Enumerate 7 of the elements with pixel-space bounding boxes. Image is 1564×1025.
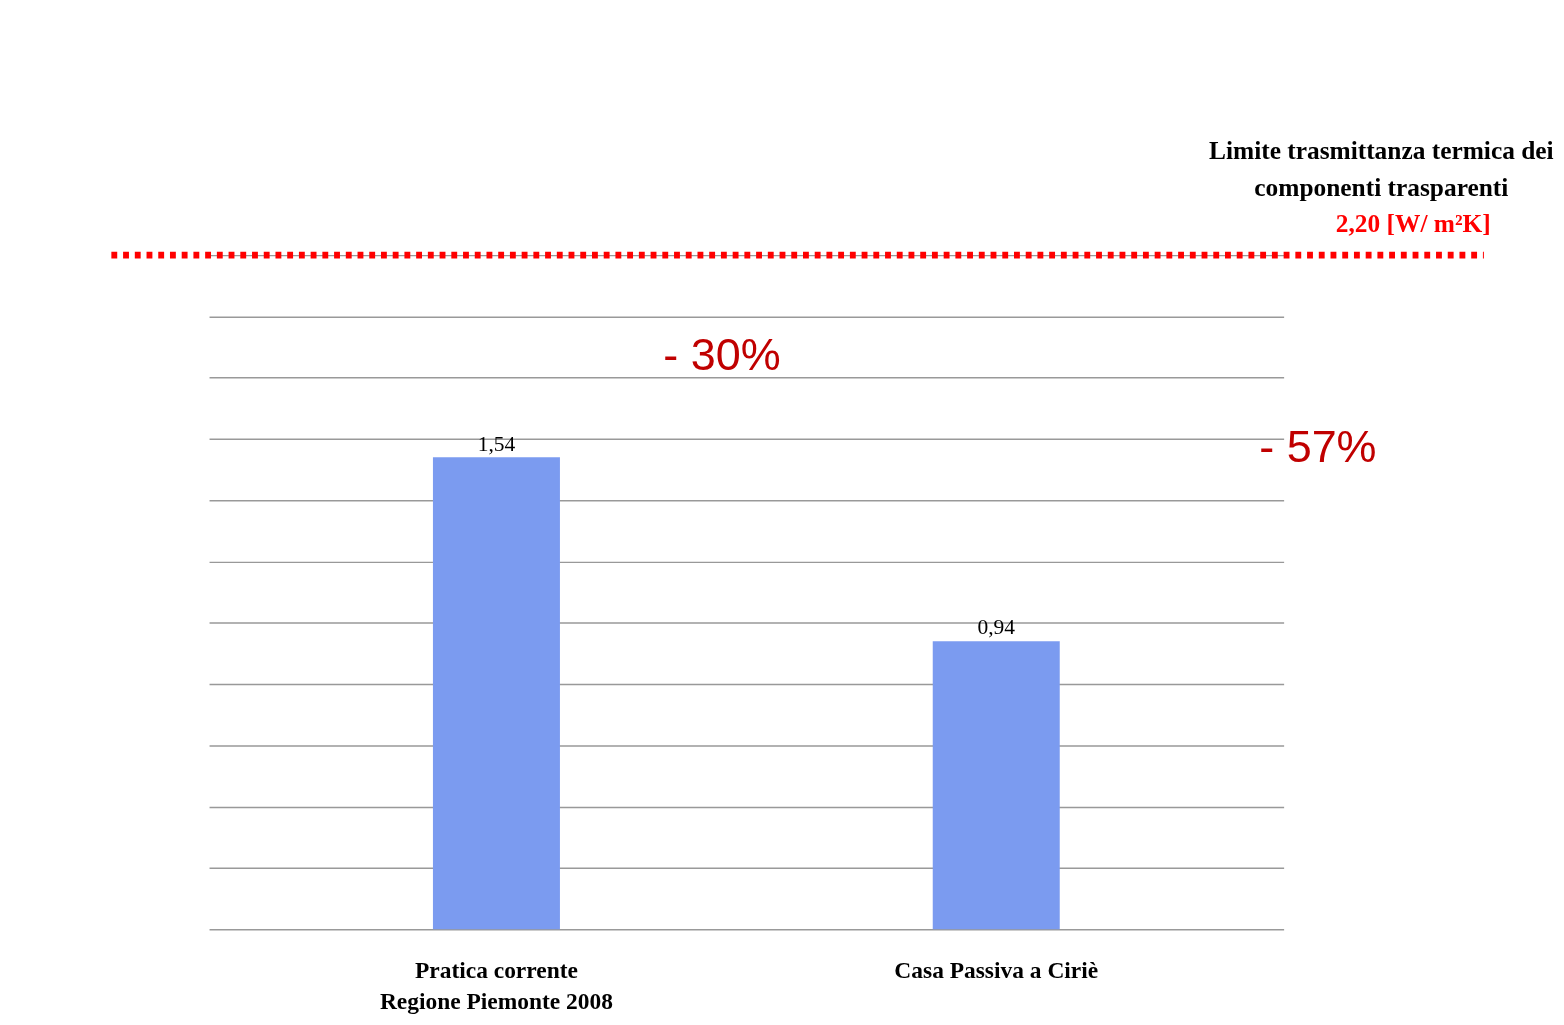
ref-line-label: Limite trasmittanza termica dei componenti trasparenti 2,20 [W/ m²K] bbox=[1209, 136, 1554, 237]
annotation: - 57% bbox=[1259, 420, 1377, 472]
data-label: 1,54 bbox=[477, 431, 516, 456]
data-label: 0,94 bbox=[977, 615, 1016, 640]
x-tick-label: Casa Passiva a Ciriè bbox=[894, 956, 1099, 983]
x-tick-label: Pratica corrente Regione Piemonte 2008 bbox=[379, 956, 613, 1014]
annotation: - 30% bbox=[663, 328, 781, 380]
